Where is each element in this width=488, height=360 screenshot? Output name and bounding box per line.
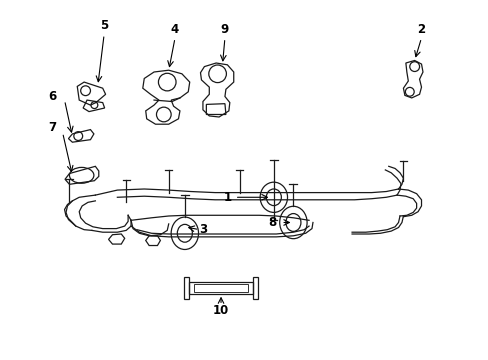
Text: 7: 7 (49, 121, 57, 134)
Bar (252, 277, 257, 299)
Text: 9: 9 (221, 23, 228, 36)
Bar (184, 277, 189, 299)
Text: 2: 2 (417, 23, 425, 36)
Text: 10: 10 (212, 304, 229, 317)
Text: 3: 3 (199, 223, 206, 236)
Bar (194, 284, 247, 292)
Text: 6: 6 (49, 90, 57, 103)
Bar (189, 282, 252, 294)
Text: 5: 5 (100, 19, 108, 32)
Text: 4: 4 (171, 23, 179, 36)
Text: 8: 8 (268, 216, 276, 229)
Text: 1: 1 (223, 191, 231, 204)
